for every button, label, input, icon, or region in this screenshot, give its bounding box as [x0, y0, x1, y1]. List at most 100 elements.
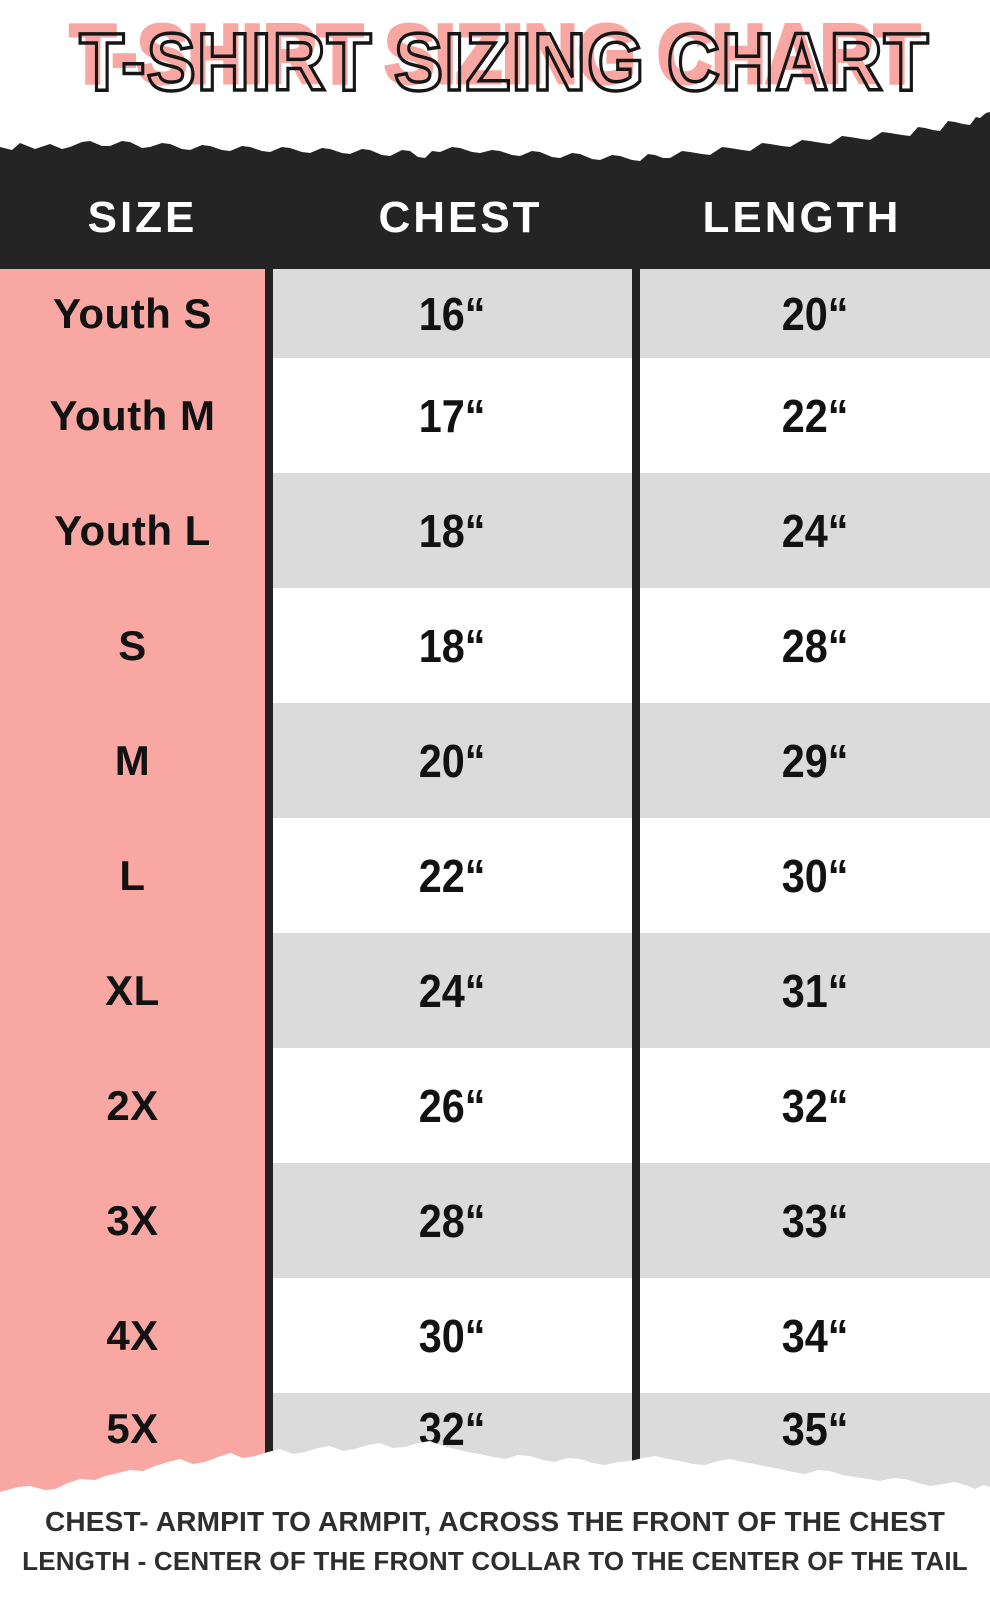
size-label: L — [119, 851, 146, 899]
size-cell: 3X — [0, 1163, 265, 1278]
page-title-fill: T-SHIRT SIZING CHART — [68, 7, 922, 102]
page-title-outline: T-SHIRT SIZING CHART — [77, 16, 930, 110]
length-value: 34“ — [781, 1309, 849, 1362]
column-divider — [632, 1278, 640, 1393]
chest-cell: 22“ — [273, 818, 632, 933]
size-cell: 2X — [0, 1048, 265, 1163]
page-title: T-SHIRT SIZING CHART T-SHIRT SIZING CHAR… — [68, 7, 930, 110]
table-row: 2X 26“ 32“ — [0, 1048, 990, 1163]
column-divider — [632, 933, 640, 1048]
chest-value: 30“ — [419, 1309, 486, 1362]
column-divider — [265, 358, 273, 473]
chest-value: 24“ — [419, 964, 486, 1017]
chest-cell: 26“ — [273, 1048, 632, 1163]
footnote-chest-definition: CHEST- ARMPIT TO ARMPIT, ACROSS THE FRON… — [44, 1506, 946, 1537]
length-cell: 34“ — [640, 1278, 990, 1393]
chest-cell: 17“ — [273, 358, 632, 473]
size-cell: L — [0, 818, 265, 933]
chest-value: 22“ — [419, 849, 486, 902]
chest-value: 20“ — [419, 734, 486, 787]
size-label: Youth M — [49, 391, 216, 439]
torn-paper-header-band — [0, 112, 990, 269]
length-value: 22“ — [781, 389, 849, 442]
table-row: S 18“ 28“ — [0, 588, 990, 703]
chest-value: 28“ — [419, 1194, 486, 1247]
length-value: 30“ — [781, 849, 849, 902]
length-value: 29“ — [781, 734, 849, 787]
length-value: 35“ — [781, 1402, 849, 1455]
chest-value: 17“ — [419, 389, 486, 442]
table-row: Youth S 16“ 20“ — [0, 269, 990, 358]
column-divider — [265, 1163, 273, 1278]
column-header-size: SIZE — [87, 193, 198, 242]
column-divider — [632, 1163, 640, 1278]
torn-paper-bottom-edge — [0, 1441, 990, 1613]
chest-cell: 16“ — [273, 269, 632, 358]
length-value: 20“ — [781, 287, 849, 340]
table-row: 4X 30“ 34“ — [0, 1278, 990, 1393]
size-cell: Youth L — [0, 473, 265, 588]
length-value: 28“ — [781, 619, 849, 672]
column-divider — [265, 269, 273, 358]
table-row: L 22“ 30“ — [0, 818, 990, 933]
chest-cell: 18“ — [273, 473, 632, 588]
length-value: 24“ — [781, 504, 849, 557]
column-divider — [265, 588, 273, 703]
length-value: 31“ — [781, 964, 849, 1017]
column-divider — [632, 1393, 640, 1508]
chest-cell: 18“ — [273, 588, 632, 703]
footnote-length-definition: LENGTH - CENTER OF THE FRONT COLLAR TO T… — [22, 1546, 968, 1576]
size-cell: Youth M — [0, 358, 265, 473]
size-label: S — [118, 621, 147, 669]
size-cell: XL — [0, 933, 265, 1048]
size-label: Youth S — [52, 289, 213, 337]
size-label: Youth L — [54, 506, 211, 554]
chest-value: 16“ — [419, 287, 486, 340]
column-divider — [265, 703, 273, 818]
length-cell: 24“ — [640, 473, 990, 588]
length-cell: 20“ — [640, 269, 990, 358]
size-cell: 4X — [0, 1278, 265, 1393]
table-row: 3X 28“ 33“ — [0, 1163, 990, 1278]
chest-cell: 24“ — [273, 933, 632, 1048]
column-divider — [632, 358, 640, 473]
size-label: 4X — [106, 1311, 159, 1359]
length-cell: 28“ — [640, 588, 990, 703]
length-cell: 22“ — [640, 358, 990, 473]
length-cell: 29“ — [640, 703, 990, 818]
column-divider — [265, 933, 273, 1048]
chest-value: 18“ — [419, 619, 486, 672]
table-row: Youth L 18“ 24“ — [0, 473, 990, 588]
chest-value: 26“ — [419, 1079, 486, 1132]
chest-cell: 20“ — [273, 703, 632, 818]
column-divider — [265, 818, 273, 933]
chest-cell: 28“ — [273, 1163, 632, 1278]
column-divider — [632, 269, 640, 358]
size-label: 3X — [106, 1196, 159, 1244]
column-divider — [265, 1278, 273, 1393]
size-cell: Youth S — [0, 269, 265, 358]
length-cell: 32“ — [640, 1048, 990, 1163]
column-divider — [632, 1048, 640, 1163]
column-divider — [632, 473, 640, 588]
table-row: XL 24“ 31“ — [0, 933, 990, 1048]
column-divider — [632, 703, 640, 818]
length-value: 33“ — [781, 1194, 849, 1247]
column-divider — [632, 588, 640, 703]
column-divider — [632, 818, 640, 933]
size-cell: 5X — [0, 1393, 265, 1508]
column-header-length: LENGTH — [702, 193, 902, 242]
size-label: XL — [105, 966, 160, 1014]
column-divider — [265, 1048, 273, 1163]
length-value: 32“ — [781, 1079, 849, 1132]
length-cell: 30“ — [640, 818, 990, 933]
size-label: 5X — [106, 1404, 159, 1452]
column-divider — [265, 473, 273, 588]
size-label: 2X — [106, 1081, 159, 1129]
size-cell: M — [0, 703, 265, 818]
table-row: M 20“ 29“ — [0, 703, 990, 818]
table-body: Youth S 16“ 20“ Youth M 17“ 22“ Youth L 18“ 24“ S… — [0, 269, 990, 1508]
column-header-chest: CHEST — [378, 193, 543, 242]
chest-cell: 30“ — [273, 1278, 632, 1393]
